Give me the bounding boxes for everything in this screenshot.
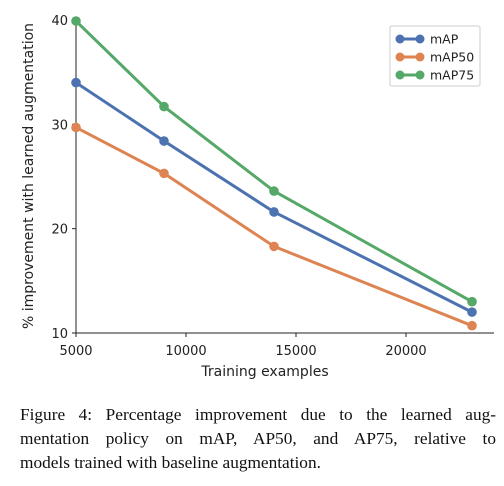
data-point [269, 207, 279, 217]
chart-series [71, 16, 477, 331]
series-map [71, 77, 477, 317]
x-tick-label: 10000 [165, 344, 206, 359]
y-axis-label: % improvement with learned augmentation [21, 23, 37, 329]
legend-label: mAP50 [430, 50, 474, 65]
legend-label: mAP [430, 32, 459, 47]
y-tick-label: 40 [51, 14, 68, 29]
data-point [159, 168, 169, 179]
series-line [75, 81, 473, 314]
data-point [467, 296, 477, 307]
data-point [269, 241, 279, 252]
legend-swatch-marker [395, 70, 405, 80]
data-point [71, 122, 81, 133]
data-point [159, 136, 169, 146]
legend-item-map50: mAP50 [395, 50, 474, 65]
chart-legend: mAP mAP50 mAP75 [389, 25, 481, 87]
figure-caption: Figure 4: Percentage improvement due to … [20, 403, 496, 475]
chart-ticks: 5000 10000 15000 20000 10 20 30 40 [51, 14, 426, 359]
x-axis-label: Training examples [200, 364, 328, 380]
legend-swatch-marker [415, 70, 425, 80]
caption-line-3: models trained with baseline augmentatio… [20, 453, 321, 472]
series-map50 [71, 122, 477, 331]
legend-label: mAP75 [430, 68, 474, 83]
legend-item-map: mAP [395, 32, 459, 47]
y-tick-label: 20 [51, 223, 68, 238]
y-tick-label: 30 [51, 118, 68, 133]
caption-line-1: Figure 4: Percentage improvement due to … [20, 405, 496, 424]
data-point [467, 307, 477, 317]
data-point [71, 77, 81, 88]
x-tick-label: 5000 [59, 344, 92, 359]
legend-swatch-marker [395, 34, 405, 44]
legend-swatch-marker [395, 52, 405, 62]
series-line [74, 19, 473, 304]
legend-box [389, 25, 481, 87]
chart-axes [75, 18, 494, 334]
data-point [467, 320, 477, 331]
data-point [269, 186, 279, 196]
data-point [159, 101, 169, 112]
series-line [75, 126, 473, 328]
y-tick-label: 10 [51, 327, 68, 342]
line-chart: 5000 10000 15000 20000 10 20 30 40 Training exa… [21, 14, 494, 380]
legend-item-map75: mAP75 [395, 68, 474, 83]
legend-swatch-marker [415, 34, 425, 44]
caption-line-2: mentation policy on mAP, AP50, and AP75,… [20, 429, 496, 448]
series-map75 [71, 16, 477, 307]
data-point [71, 16, 81, 26]
x-tick-label: 20000 [385, 344, 426, 359]
x-tick-label: 15000 [275, 344, 316, 359]
legend-swatch-marker [415, 52, 425, 62]
